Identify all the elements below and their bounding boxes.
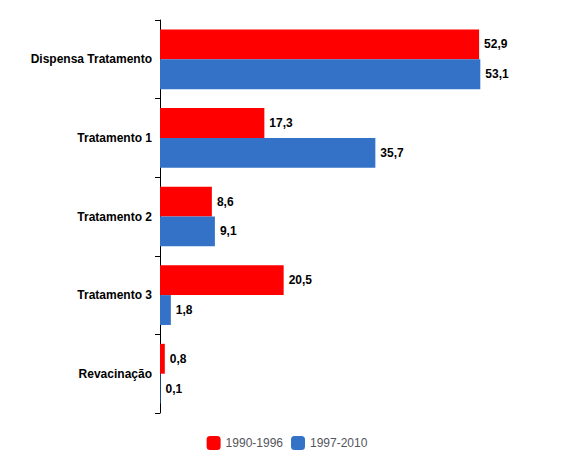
- svg-text:35,7: 35,7: [380, 146, 404, 160]
- svg-text:53,1: 53,1: [485, 67, 509, 81]
- svg-text:20,5: 20,5: [289, 273, 313, 287]
- svg-text:1997-2010: 1997-2010: [310, 436, 368, 450]
- svg-text:9,1: 9,1: [220, 224, 237, 238]
- svg-text:Dispensa Tratamento: Dispensa Tratamento: [31, 52, 152, 66]
- svg-text:1990-1996: 1990-1996: [226, 436, 284, 450]
- svg-text:52,9: 52,9: [484, 37, 508, 51]
- svg-text:17,3: 17,3: [269, 116, 293, 130]
- svg-text:Revacinação: Revacinação: [79, 367, 152, 381]
- svg-text:Tratamento 1: Tratamento 1: [77, 131, 152, 145]
- svg-text:0,1: 0,1: [166, 382, 183, 396]
- svg-text:1,8: 1,8: [176, 303, 193, 317]
- svg-text:Tratamento 2: Tratamento 2: [77, 210, 152, 224]
- svg-text:0,8: 0,8: [170, 352, 187, 366]
- svg-text:8,6: 8,6: [217, 195, 234, 209]
- svg-text:Tratamento 3: Tratamento 3: [77, 288, 152, 302]
